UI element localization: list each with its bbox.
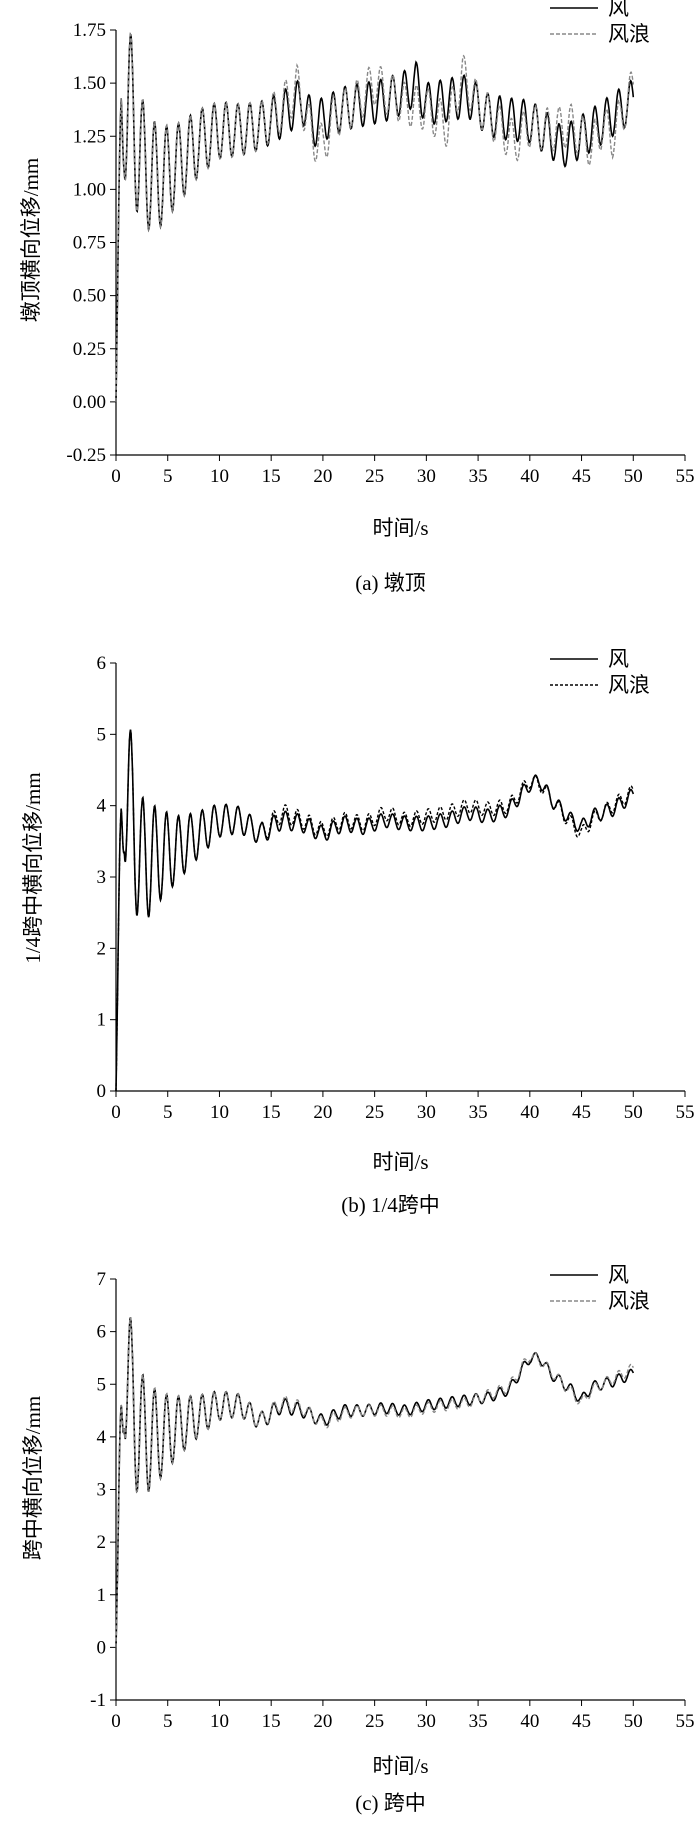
x-tick-label: 5 [163, 1102, 173, 1123]
x-tick-label: 55 [676, 1102, 695, 1123]
x-tick-label: 25 [365, 1711, 384, 1732]
series-line-wind [115, 1317, 635, 1648]
x-tick-label: 30 [417, 1711, 436, 1732]
x-tick-label: 35 [469, 1102, 488, 1123]
x-tick-label: 35 [469, 1711, 488, 1732]
x-tick-label: 40 [520, 1102, 539, 1123]
y-axis-label: 墩顶横向位移/mm [19, 158, 43, 323]
x-axis-label: 时间/s [372, 1754, 428, 1778]
x-tick-label: 50 [624, 1711, 643, 1732]
y-tick-label: 4 [97, 796, 107, 817]
y-axis-label: 跨中横向位移/mm [21, 1396, 45, 1561]
x-axis-label: 时间/s [372, 1150, 428, 1174]
y-tick-label: 0.50 [73, 286, 106, 307]
y-tick-label: 1.75 [73, 20, 106, 41]
y-tick-label: 3 [97, 867, 107, 888]
x-tick-label: 5 [163, 1711, 173, 1732]
x-tick-label: 15 [262, 1102, 281, 1123]
y-tick-label: 0.25 [73, 339, 106, 360]
x-tick-label: 10 [210, 1102, 229, 1123]
y-tick-label: 1 [97, 1010, 107, 1031]
x-tick-label: 40 [520, 466, 539, 487]
legend-label: 风浪 [608, 1289, 650, 1313]
x-tick-label: 55 [676, 466, 695, 487]
y-tick-label: 2 [97, 1532, 107, 1553]
y-tick-label: 1 [97, 1585, 107, 1606]
x-tick-label: 40 [520, 1711, 539, 1732]
series-line-wind [115, 729, 635, 1092]
x-tick-label: 0 [111, 1711, 121, 1732]
chart-panel-3: 0 5 10 15 20 25 30 35 40 45 50 55-101234567时间/s跨中横向… [21, 1263, 695, 1815]
y-tick-label: 1.50 [73, 73, 106, 94]
x-tick-label: 45 [572, 1711, 591, 1732]
y-tick-label: 6 [97, 653, 107, 674]
y-tick-label: -0.25 [66, 445, 106, 466]
x-tick-label: 30 [417, 1102, 436, 1123]
y-tick-label: 6 [97, 1322, 107, 1343]
y-tick-label: 1.00 [73, 179, 106, 200]
y-tick-label: 0.00 [73, 392, 106, 413]
x-tick-label: 35 [469, 466, 488, 487]
chart-caption: (c) 跨中 [355, 1791, 426, 1815]
x-tick-label: 5 [163, 466, 173, 487]
x-tick-label: 0 [111, 1102, 121, 1123]
y-axis-label: 1/4跨中横向位移/mm [21, 772, 45, 963]
y-tick-label: 3 [97, 1480, 107, 1501]
chart-caption: (a) 墩顶 [355, 571, 426, 595]
x-tick-label: 45 [572, 1102, 591, 1123]
y-tick-label: 1.25 [73, 126, 106, 147]
y-tick-label: 7 [97, 1269, 107, 1290]
series-line-wind-wave [115, 32, 634, 402]
y-tick-label: -1 [90, 1690, 106, 1711]
x-tick-label: 20 [313, 1711, 332, 1732]
x-tick-label: 25 [365, 1102, 384, 1123]
y-tick-label: 0.75 [73, 233, 106, 254]
x-tick-label: 10 [210, 1711, 229, 1732]
series-line-wind-wave [115, 1317, 634, 1648]
x-tick-label: 50 [624, 466, 643, 487]
x-tick-label: 0 [111, 466, 121, 487]
x-tick-label: 20 [313, 466, 332, 487]
x-tick-label: 50 [624, 1102, 643, 1123]
legend-label: 风 [608, 647, 629, 671]
x-tick-label: 10 [210, 466, 229, 487]
x-tick-label: 30 [417, 466, 436, 487]
y-tick-label: 5 [97, 724, 107, 745]
y-tick-label: 4 [97, 1427, 107, 1448]
x-tick-label: 55 [676, 1711, 695, 1732]
legend-label: 风浪 [608, 22, 650, 46]
chart-panel-1: 0 5 10 15 20 25 30 35 40 45 50 55 -0.25 0.00 0.25 0.50 0… [19, 0, 695, 595]
legend-label: 风浪 [608, 673, 650, 697]
legend-label: 风 [608, 0, 629, 20]
chart-caption: (b) 1/4跨中 [341, 1193, 440, 1217]
series-line-wind-wave [115, 729, 634, 1092]
x-tick-label: 25 [365, 466, 384, 487]
y-tick-label: 0 [97, 1637, 107, 1658]
x-tick-label: 15 [262, 1711, 281, 1732]
x-tick-label: 45 [572, 466, 591, 487]
y-tick-label: 2 [97, 938, 107, 959]
x-axis-label: 时间/s [372, 516, 428, 540]
y-tick-label: 0 [97, 1081, 107, 1102]
series-line-wind [115, 32, 635, 402]
x-tick-label: 20 [313, 1102, 332, 1123]
chart-panel-2: 0 5 10 15 20 25 30 35 40 45 50 550123456时间/s1/4跨中横向… [21, 647, 695, 1217]
y-tick-label: 5 [97, 1374, 107, 1395]
x-tick-label: 15 [262, 466, 281, 487]
legend-label: 风 [608, 1263, 629, 1287]
